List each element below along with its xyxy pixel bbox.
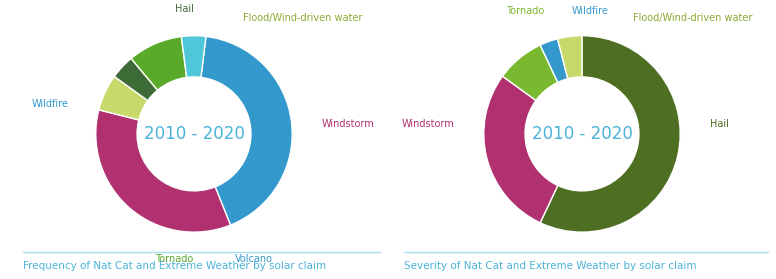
Text: Frequency of Nat Cat and Extreme Weather by solar claim: Frequency of Nat Cat and Extreme Weather… <box>23 261 327 271</box>
Text: 2010 - 2020: 2010 - 2020 <box>144 125 244 143</box>
Text: Flood/Wind-driven water: Flood/Wind-driven water <box>243 13 362 23</box>
Wedge shape <box>483 76 558 223</box>
Text: Wildfire: Wildfire <box>571 6 608 16</box>
Wedge shape <box>131 37 187 90</box>
Text: Wildfire: Wildfire <box>31 99 68 109</box>
Wedge shape <box>540 36 681 232</box>
Text: 2010 - 2020: 2010 - 2020 <box>532 125 632 143</box>
Wedge shape <box>114 59 158 101</box>
Wedge shape <box>182 36 206 78</box>
Wedge shape <box>95 110 230 232</box>
Wedge shape <box>99 76 147 120</box>
Text: Tornado: Tornado <box>507 6 545 16</box>
Wedge shape <box>503 45 558 100</box>
Text: Volcano: Volcano <box>235 254 273 264</box>
Text: Severity of Nat Cat and Extreme Weather by solar claim: Severity of Nat Cat and Extreme Weather … <box>404 261 696 271</box>
Text: Hail: Hail <box>175 4 194 14</box>
Wedge shape <box>558 36 582 79</box>
Text: Tornado: Tornado <box>155 254 193 264</box>
Wedge shape <box>201 37 293 225</box>
Text: Windstorm: Windstorm <box>322 119 375 129</box>
Text: Windstorm: Windstorm <box>401 119 454 129</box>
Text: Flood/Wind-driven water: Flood/Wind-driven water <box>633 13 753 23</box>
Wedge shape <box>540 39 568 82</box>
Text: Hail: Hail <box>710 119 729 129</box>
